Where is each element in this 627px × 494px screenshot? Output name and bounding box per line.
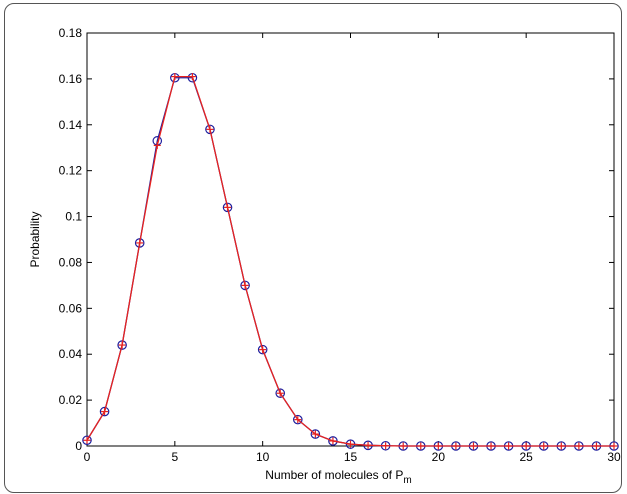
data-point-plus — [259, 346, 267, 354]
data-point-circle — [310, 429, 321, 439]
x-tick-label: 10 — [256, 450, 270, 464]
data-point-plus — [153, 141, 161, 149]
probability-chart: 0 5 10 15 20 25 30 0 0.02 0.04 0.06 0.08 0.1 0.12 0.14… — [28, 26, 621, 486]
data-point-plus — [557, 442, 565, 450]
data-point-plus — [505, 442, 513, 450]
data-point-plus — [364, 441, 372, 449]
data-point-plus — [171, 73, 179, 81]
data-point-circle — [99, 406, 110, 417]
data-point-circle — [82, 435, 92, 446]
y-tick-label: 0.1 — [65, 210, 82, 224]
y-tick-label: 0.16 — [59, 72, 83, 86]
data-point-plus — [329, 437, 337, 445]
data-point-plus — [311, 430, 319, 438]
series-layer — [82, 72, 619, 451]
data-point-plus — [276, 389, 284, 397]
figure-frame: 0 5 10 15 20 25 30 0 0.02 0.04 0.06 0.08 0.1 0.12 0.14… — [4, 3, 622, 493]
data-point-plus — [399, 442, 407, 450]
data-point-plus — [417, 442, 425, 450]
data-point-circle — [257, 344, 268, 355]
data-point-plus — [188, 73, 196, 81]
data-point-plus — [224, 203, 232, 211]
data-point-plus — [101, 408, 109, 416]
x-tick-label: 15 — [344, 450, 358, 464]
x-axis-label-subscript: m — [403, 475, 411, 486]
axis-ticks: 0 5 10 15 20 25 30 0 0.02 0.04 0.06 0.08 0.1 0.12 0.14… — [59, 26, 621, 464]
x-tick-label: 20 — [432, 450, 446, 464]
data-point-plus — [487, 442, 495, 450]
data-point-plus — [347, 440, 354, 448]
y-tick-label: 0.08 — [59, 255, 83, 269]
x-tick-label: 0 — [84, 450, 91, 464]
y-axis-label: Probability — [28, 211, 42, 267]
data-point-circle — [292, 414, 303, 425]
data-point-plus — [540, 442, 548, 450]
data-point-plus — [469, 442, 477, 450]
x-tick-label: 25 — [519, 450, 533, 464]
x-axis-label: Number of molecules of Pm — [265, 468, 411, 486]
data-point-plus — [452, 442, 460, 450]
y-tick-label: 0 — [75, 439, 82, 453]
data-point-plus — [83, 436, 91, 444]
data-point-plus — [118, 341, 126, 349]
data-point-plus — [592, 442, 600, 450]
data-point-circle — [222, 202, 233, 213]
data-point-plus — [575, 442, 583, 450]
x-tick-label: 30 — [607, 450, 621, 464]
data-point-circle — [240, 280, 250, 291]
data-point-plus — [294, 416, 302, 424]
x-tick-label: 5 — [171, 450, 178, 464]
data-point-circle — [205, 124, 215, 135]
y-tick-label: 0.06 — [59, 301, 83, 315]
data-point-plus — [434, 442, 442, 450]
y-tick-label: 0.04 — [59, 347, 83, 361]
data-point-plus — [136, 239, 144, 247]
data-point-circle — [117, 340, 127, 350]
y-tick-label: 0.02 — [59, 393, 83, 407]
data-point-plus — [610, 442, 618, 450]
data-point-plus — [206, 125, 214, 133]
y-tick-label: 0.12 — [59, 164, 83, 178]
data-point-circle — [328, 436, 338, 446]
data-point-plus — [522, 442, 530, 450]
data-point-plus — [241, 281, 249, 289]
data-point-circle — [275, 388, 286, 399]
y-tick-label: 0.18 — [59, 26, 83, 40]
x-axis-label-main: Number of molecules of P — [265, 468, 403, 482]
plot-area — [86, 32, 615, 447]
data-point-plus — [382, 442, 390, 450]
data-point-circle — [134, 238, 145, 248]
y-tick-label: 0.14 — [59, 118, 83, 132]
